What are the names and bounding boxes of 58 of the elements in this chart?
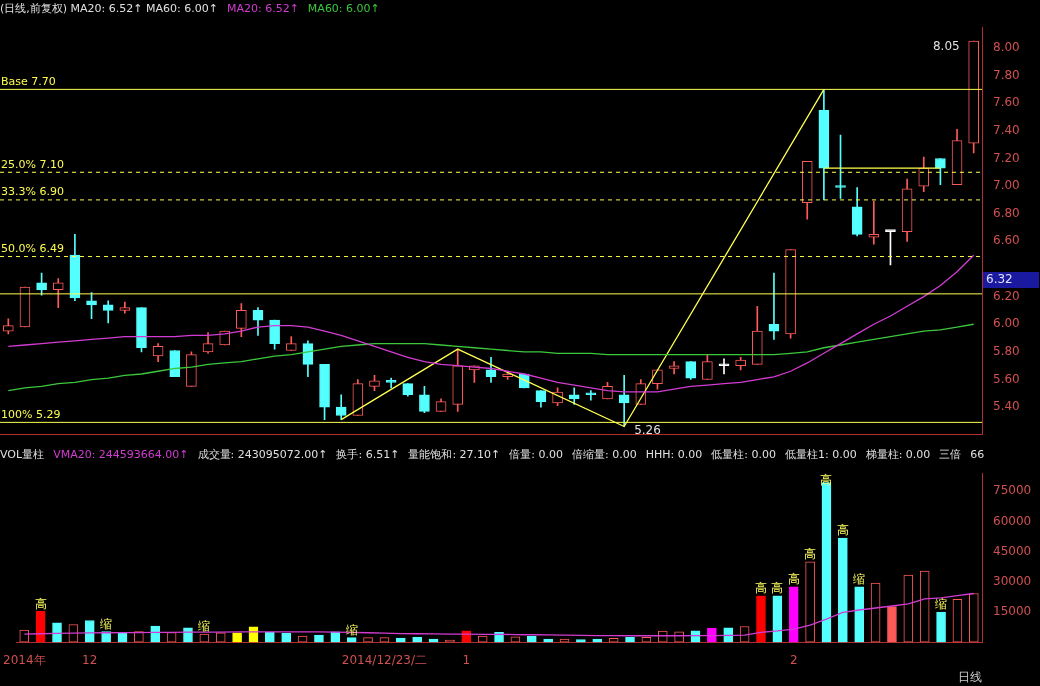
annotation: 8.05 xyxy=(932,39,960,54)
y-tick-label: 7.80 xyxy=(993,67,1020,82)
ref-line-label: 33.3% 6.90 xyxy=(1,185,64,199)
text: 三倍 xyxy=(939,447,962,462)
y-tick-label: 45000 xyxy=(993,543,1032,558)
text: 成交量: 243095072.00↑ xyxy=(197,447,328,462)
chart-title: (日线,前复权) MA20: 6.52↑ MA60: 6.00↑ xyxy=(0,1,218,16)
y-tick-label: 60000 xyxy=(993,513,1032,528)
y-tick-label: 6.00 xyxy=(993,316,1020,331)
data-label: 高 xyxy=(754,580,767,595)
y-tick-label: 6.20 xyxy=(993,288,1020,303)
data-label: 高 xyxy=(34,596,47,611)
text: 量能饱和: 27.10↑ xyxy=(408,447,501,462)
ref-line-label: 50.0% 6.49 xyxy=(1,241,64,255)
data-label: 高 xyxy=(771,580,784,595)
x-axis-title: 日线 xyxy=(958,669,982,684)
y-tick-label: 6.60 xyxy=(993,233,1020,248)
y-tick-label: 7.20 xyxy=(993,150,1020,165)
ref-line-label: 100% 5.29 xyxy=(1,407,61,421)
annotation: 5.26 xyxy=(634,422,661,437)
text: 换手: 6.51↑ xyxy=(336,447,400,462)
text: VMA20: 244593664.00↑ xyxy=(53,448,189,461)
text: 低量柱1: 0.00 xyxy=(784,447,857,462)
text: 低量柱: 0.00 xyxy=(711,447,776,462)
data-label: 高 xyxy=(804,547,817,562)
text: MA60: 6.00↑ xyxy=(307,2,380,15)
data-label: 缩 xyxy=(198,619,211,634)
text: 梯量柱: 0.00 xyxy=(865,447,931,462)
x-tick-label: 2014年 xyxy=(3,652,46,667)
data-label: 高 xyxy=(787,572,800,586)
y-tick-label: 7.40 xyxy=(993,122,1020,137)
data-label: 高 xyxy=(836,523,849,538)
x-tick-label: 12 xyxy=(82,652,98,667)
data-label: 缩 xyxy=(935,597,948,612)
y-tick-label: 15000 xyxy=(993,604,1032,619)
y-tick-label: 6.80 xyxy=(993,205,1020,220)
y-tick-label: 7.00 xyxy=(993,178,1020,193)
text: HHH: 0.00 xyxy=(645,448,703,461)
text: 倍量: 0.00 xyxy=(509,447,564,462)
text: MA20: 6.52↑ xyxy=(226,2,299,15)
y-tick-label: 30000 xyxy=(993,573,1032,588)
x-tick-label: 1 xyxy=(462,652,471,667)
y-tick-label: 7.60 xyxy=(993,95,1020,110)
y-tick-label: 5.40 xyxy=(993,399,1020,414)
chart-title: VOL量柱 xyxy=(0,447,45,462)
ref-line-label: Base 7.70 xyxy=(1,74,56,88)
y-tick-label: 8.00 xyxy=(993,40,1020,55)
y-tick-label: 75000 xyxy=(993,483,1032,498)
data-label: 缩 xyxy=(100,616,113,631)
ref-line-label: 25.0% 7.10 xyxy=(1,157,64,171)
text: 倍缩量: 0.00 xyxy=(572,447,637,462)
text: 66 xyxy=(970,448,985,461)
data-label: 缩 xyxy=(853,572,866,586)
text: 6.32 xyxy=(986,272,1013,287)
x-tick-label: 2 xyxy=(789,652,798,667)
x-tick-label: 2014/12/23/二 xyxy=(341,652,428,667)
y-tick-label: 5.80 xyxy=(993,344,1020,359)
y-tick-label: 5.60 xyxy=(993,371,1020,386)
